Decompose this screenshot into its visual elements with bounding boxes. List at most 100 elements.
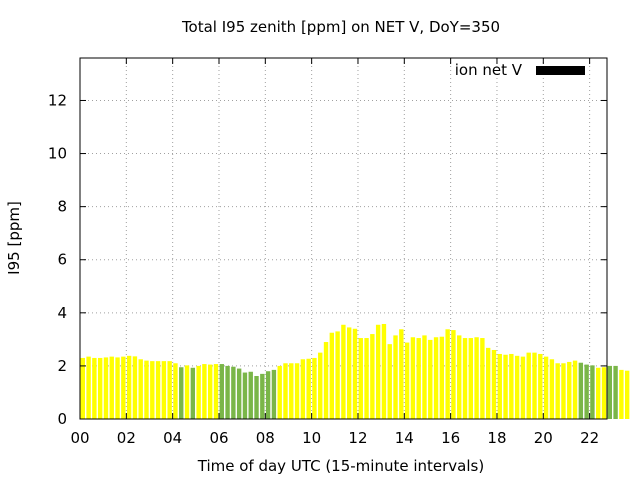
x-tick-label: 08 — [256, 429, 275, 447]
bar — [491, 349, 497, 419]
x-tick-label: 22 — [580, 429, 599, 447]
bar — [445, 329, 450, 419]
bar — [358, 338, 363, 419]
bar — [468, 338, 474, 419]
bar — [161, 361, 167, 419]
bar — [364, 338, 369, 419]
bar — [184, 365, 190, 419]
chart-title: Total I95 zenith [ppm] on NET V, DoY=350 — [181, 18, 500, 36]
bar — [404, 342, 410, 419]
bar — [167, 361, 172, 419]
bar — [509, 353, 514, 419]
bar — [283, 363, 288, 419]
bar — [92, 357, 97, 419]
bar — [474, 337, 479, 419]
bar — [370, 334, 375, 419]
bar — [399, 329, 404, 419]
bar — [97, 357, 103, 419]
bar — [329, 332, 335, 419]
x-axis-label: Time of day UTC (15-minute intervals) — [197, 457, 484, 475]
x-tick-label: 10 — [302, 429, 321, 447]
bar — [318, 352, 323, 419]
bar — [208, 364, 213, 419]
bar — [155, 361, 161, 419]
bar — [225, 365, 230, 419]
bar — [196, 365, 201, 419]
bar — [410, 337, 416, 419]
bar — [457, 335, 462, 419]
bar — [567, 361, 572, 419]
bar — [109, 356, 114, 419]
y-tick-label: 4 — [57, 304, 67, 322]
bar — [219, 364, 224, 419]
bar — [86, 356, 91, 419]
bar — [265, 371, 271, 419]
bar — [433, 337, 439, 419]
bar — [294, 363, 300, 419]
bar — [80, 357, 85, 419]
bar — [335, 331, 340, 419]
bar — [624, 370, 630, 419]
bar — [538, 353, 543, 419]
bar — [277, 365, 282, 419]
y-tick-label: 2 — [57, 357, 67, 375]
bar — [387, 344, 392, 419]
bar — [543, 356, 549, 419]
bar — [514, 355, 520, 419]
bar — [416, 338, 421, 419]
bar — [503, 354, 508, 419]
bar — [126, 355, 132, 419]
bar — [526, 352, 531, 419]
grid — [80, 58, 607, 419]
bar — [549, 359, 555, 419]
bar — [422, 335, 427, 419]
x-tick-label: 16 — [441, 429, 460, 447]
bar — [607, 365, 612, 419]
bar — [150, 361, 155, 419]
bar — [439, 336, 445, 419]
y-axis-label: I95 [ppm] — [5, 201, 23, 275]
bar — [115, 357, 120, 419]
bar — [271, 369, 277, 419]
bars — [80, 323, 630, 419]
bar — [300, 359, 306, 419]
bar — [485, 347, 491, 419]
bar — [341, 324, 346, 419]
bar — [248, 371, 253, 419]
bar — [346, 327, 352, 419]
bar — [103, 357, 109, 419]
legend-label: ion net V — [455, 61, 523, 79]
bar — [202, 364, 207, 419]
bar — [532, 352, 537, 419]
bar — [190, 367, 196, 419]
x-tick-label: 14 — [395, 429, 414, 447]
x-tick-label: 02 — [117, 429, 136, 447]
x-tick-label: 04 — [163, 429, 182, 447]
bar — [138, 359, 143, 419]
bar — [584, 364, 589, 419]
y-tick-label: 12 — [48, 91, 67, 109]
y-tick-label: 6 — [57, 251, 67, 269]
bar — [555, 363, 560, 419]
bar — [428, 339, 433, 419]
bar — [132, 356, 138, 419]
bar — [236, 368, 242, 419]
bar — [306, 358, 311, 419]
bar — [590, 365, 595, 419]
bar — [173, 363, 178, 419]
bar — [497, 353, 502, 419]
bar — [121, 356, 126, 419]
bar — [601, 367, 607, 419]
bar — [289, 363, 294, 419]
bar — [254, 375, 259, 419]
x-tick-label: 18 — [487, 429, 506, 447]
bar — [179, 367, 184, 419]
plot-frame — [79, 57, 608, 420]
legend-swatch — [536, 66, 585, 75]
bar — [572, 360, 578, 419]
x-tick-label: 12 — [348, 429, 367, 447]
bar — [260, 373, 265, 419]
y-tick-label: 0 — [57, 410, 67, 428]
